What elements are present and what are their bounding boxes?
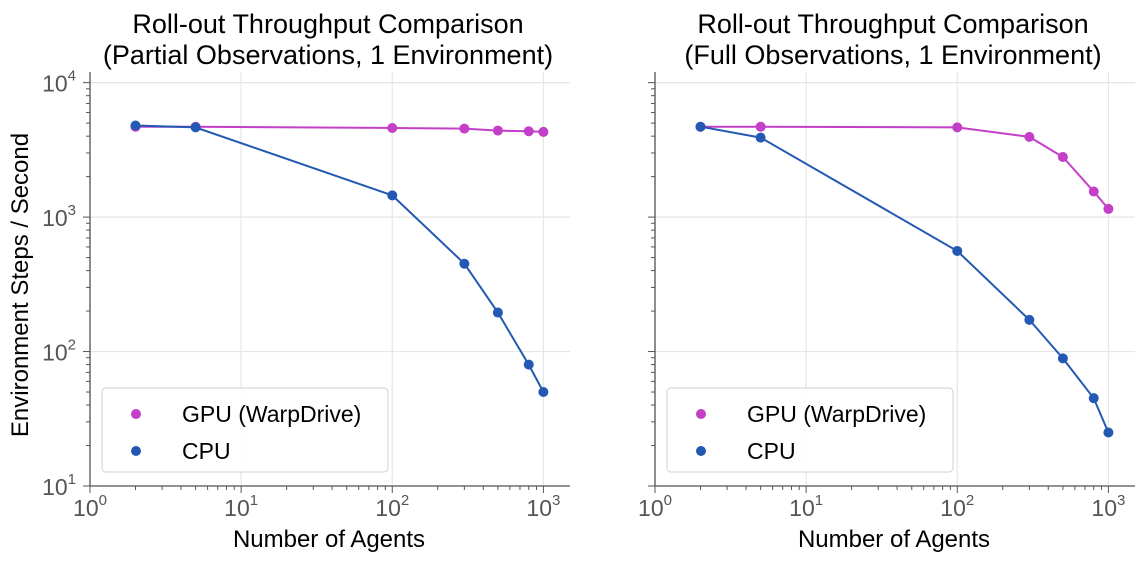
legend-label: CPU: [747, 438, 796, 464]
chart-panel-2: 100 101 102 103 Roll-out Throughput Comparis…: [638, 9, 1135, 553]
y-tick-label: 102: [42, 337, 76, 366]
data-point: [387, 122, 398, 133]
x-tick-label: 103: [1091, 492, 1125, 521]
data-point: [952, 245, 963, 256]
data-point: [952, 122, 963, 133]
x-ticks: [89, 486, 544, 493]
data-point: [1024, 314, 1035, 325]
legend-marker: [696, 446, 706, 456]
x-tick-label: 103: [526, 492, 560, 521]
y-tick-label: 103: [42, 202, 76, 231]
y-tick-label: 104: [42, 68, 76, 97]
x-tick-label: 100: [638, 492, 672, 521]
data-point: [459, 123, 470, 134]
data-point: [538, 126, 549, 137]
legend-label: CPU: [182, 438, 231, 464]
chart-title: Roll-out Throughput Comparison: [132, 9, 523, 39]
data-point: [523, 126, 534, 137]
data-point: [1057, 353, 1068, 364]
x-tick-label: 100: [73, 492, 107, 521]
series-gpu: [695, 121, 1114, 214]
data-point: [755, 121, 766, 132]
data-point: [130, 120, 141, 131]
x-tick-label: 101: [789, 492, 823, 521]
data-point: [387, 190, 398, 201]
data-point: [1088, 393, 1099, 404]
x-tick-label: 102: [940, 492, 974, 521]
data-point: [755, 132, 766, 143]
chart-title: Roll-out Throughput Comparison: [697, 9, 1088, 39]
data-point: [695, 121, 706, 132]
data-point: [538, 387, 549, 398]
data-point: [1103, 427, 1114, 438]
series-cpu: [695, 121, 1114, 438]
data-point: [459, 258, 470, 269]
y-tick-label: 101: [42, 471, 76, 500]
y-axis-label: Environment Steps / Second: [7, 133, 34, 437]
y-ticks: [648, 82, 655, 487]
data-point: [523, 359, 534, 370]
data-point: [1024, 131, 1035, 142]
data-point: [1103, 203, 1114, 214]
legend-label: GPU (WarpDrive): [182, 401, 361, 427]
series-line: [700, 125, 1110, 433]
chart-title: (Full Observations, 1 Environment): [684, 40, 1101, 70]
y-ticks: [83, 82, 90, 487]
series-cpu: [130, 120, 549, 398]
legend-label: GPU (WarpDrive): [747, 401, 926, 427]
data-point: [1088, 186, 1099, 197]
legend-box: [666, 387, 954, 473]
legend-marker: [131, 446, 141, 456]
chart-title: (Partial Observations, 1 Environment): [103, 40, 553, 70]
x-tick-label: 101: [224, 492, 258, 521]
x-axis-label: Number of Agents: [233, 526, 425, 553]
x-axis-label: Number of Agents: [798, 526, 990, 553]
data-point: [190, 122, 201, 133]
legend-marker: [696, 409, 706, 419]
legend: GPU (WarpDrive) CPU: [666, 387, 954, 473]
legend-marker: [131, 409, 141, 419]
x-tick-label: 102: [375, 492, 409, 521]
data-point: [492, 125, 503, 136]
data-point: [492, 307, 503, 318]
x-ticks: [654, 486, 1109, 493]
legend: GPU (WarpDrive) CPU: [101, 387, 389, 473]
legend-box: [101, 387, 389, 473]
data-point: [1057, 151, 1068, 162]
